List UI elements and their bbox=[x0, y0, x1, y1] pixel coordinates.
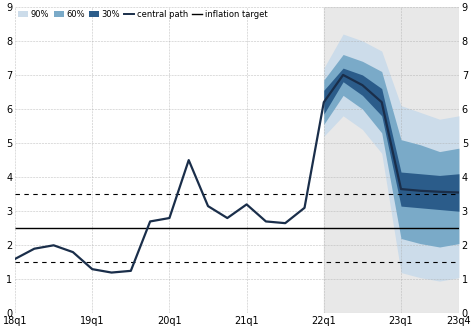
Bar bbox=[324, 7, 459, 314]
Legend: 90%, 60%, 30%, central path, inflation target: 90%, 60%, 30%, central path, inflation t… bbox=[15, 7, 271, 22]
